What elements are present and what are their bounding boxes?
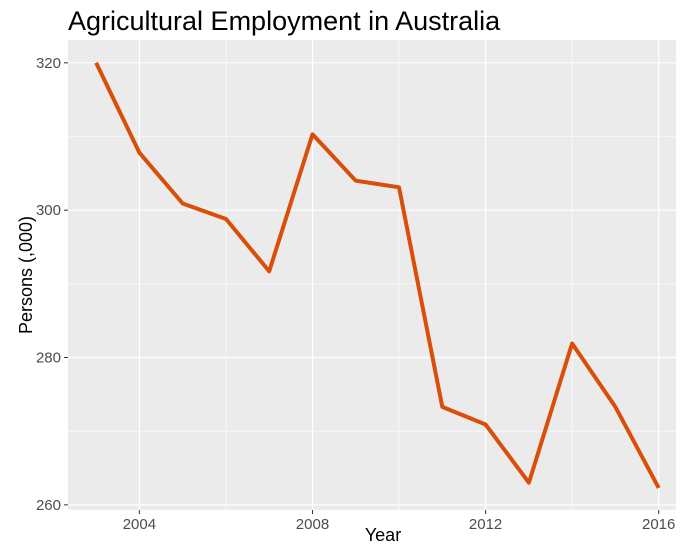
plot-panel (68, 40, 676, 510)
y-tick-label: 260 (36, 497, 61, 514)
y-tick-label: 300 (36, 202, 61, 219)
x-axis-label: Year (365, 525, 401, 544)
x-tick-label: 2008 (296, 516, 329, 533)
series-layer (94, 61, 661, 489)
x-tick-label: 2004 (123, 516, 156, 533)
y-tick-label: 280 (36, 350, 61, 367)
x-axis-ticks: 2004 2008 2012 2016 (123, 510, 675, 533)
chart-title: Agricultural Employment in Australia (68, 6, 501, 36)
minor-gridlines (68, 40, 676, 510)
x-tick-label: 2012 (469, 516, 502, 533)
y-tick-label: 320 (36, 55, 61, 72)
plot-background (68, 40, 676, 510)
series-line (94, 61, 661, 489)
x-tick-label: 2016 (642, 516, 675, 533)
major-gridlines (68, 40, 676, 510)
y-axis-ticks: 260 280 300 320 (36, 55, 68, 514)
y-axis-label: Persons (,000) (16, 216, 36, 334)
